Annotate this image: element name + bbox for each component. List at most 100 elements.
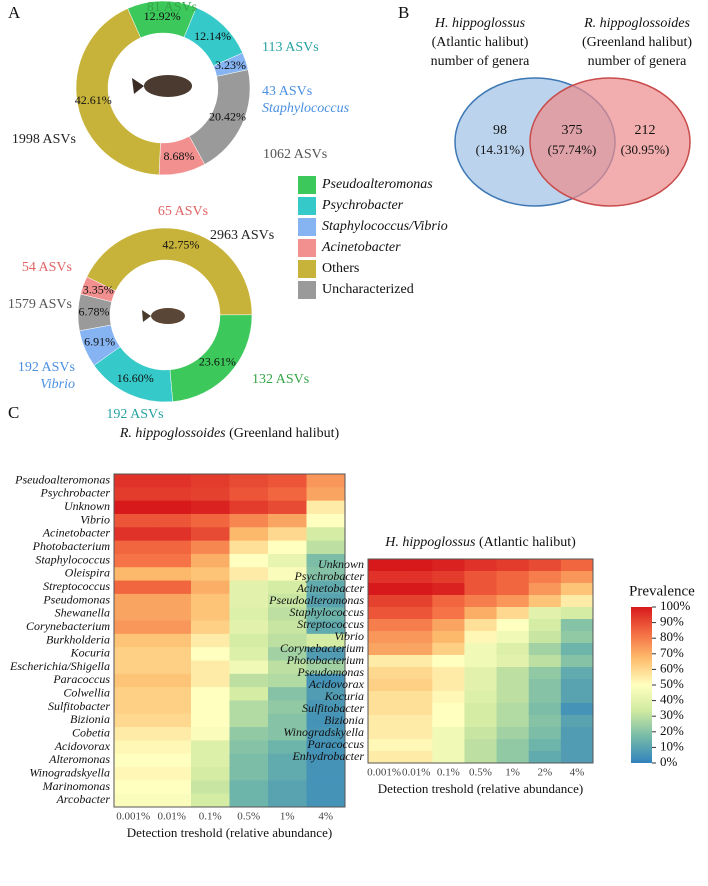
row-label: Unknown — [64, 499, 110, 513]
heatmap-cell — [114, 474, 153, 488]
heatmap-cell — [268, 540, 307, 555]
donut-segment — [75, 8, 161, 176]
heatmap-cell — [306, 580, 346, 595]
heatmap-cell — [528, 715, 562, 728]
heatmap-cell — [400, 583, 433, 596]
row-label: Pseudoalteromonas — [268, 593, 364, 607]
row-label: Acinetobacter — [296, 581, 365, 595]
heatmap-cell — [400, 715, 433, 728]
segment-label: 3.23% — [215, 58, 246, 72]
heatmap-cell — [560, 571, 594, 584]
row-label: Winogradskyella — [29, 765, 110, 779]
taxon-label: Vibrio — [40, 377, 75, 392]
heatmap-cell — [496, 655, 530, 668]
legend-label: Acinetobacter — [321, 240, 401, 255]
heatmap-cell — [464, 679, 498, 692]
heatmap-cell — [496, 607, 530, 620]
legend-label: Psychrobacter — [321, 198, 404, 213]
heatmap-cell — [496, 667, 530, 680]
colorbar-tick-label: 0% — [660, 754, 678, 769]
heatmap-cell — [560, 679, 594, 692]
heatmap-cell — [464, 631, 498, 644]
heatmap-cell — [152, 540, 192, 555]
heatmap-cell — [560, 727, 594, 740]
heatmap-cell — [306, 687, 346, 701]
heatmap-cell — [368, 667, 401, 680]
heatmap-cell — [432, 703, 465, 716]
venn-set-label: number of genera — [588, 54, 688, 69]
heatmap-cell — [496, 583, 530, 596]
heatmap-cell — [496, 715, 530, 728]
row-label: Staphylococcus — [35, 552, 110, 566]
legend-label: Staphylococcus/Vibrio — [322, 219, 448, 234]
asv-label: 54 ASVs — [22, 260, 72, 275]
heatmap-cell — [268, 513, 307, 528]
heatmap-cell — [268, 687, 307, 701]
heatmap-cell — [114, 527, 153, 542]
heatmap-cell — [268, 607, 307, 622]
x-tick-label: 2% — [537, 767, 552, 779]
heatmap-cell — [368, 607, 401, 620]
taxon-label: Staphylococcus — [262, 101, 350, 116]
heatmap-cell — [496, 643, 530, 656]
heatmap-cell — [152, 780, 192, 795]
heatmap-cell — [268, 780, 307, 795]
title-common: (Atlantic halibut) — [475, 535, 576, 550]
heatmap-cell — [400, 559, 433, 572]
heatmap-cell — [229, 647, 269, 661]
colorbar-tick-label: 60% — [660, 660, 684, 675]
asv-label: 1062 ASVs — [263, 147, 327, 162]
heatmap-cell — [229, 727, 269, 741]
row-label: Corynebacterium — [280, 641, 364, 655]
heatmap-cell — [528, 703, 562, 716]
colorbar-tick-label: 50% — [660, 676, 684, 691]
heatmap-cell — [528, 655, 562, 668]
heatmap-cell — [306, 500, 346, 515]
legend-swatch — [298, 197, 316, 215]
heatmap-cell — [306, 487, 346, 502]
heatmap-cell — [368, 739, 401, 752]
heatmap-cell — [560, 559, 594, 572]
heatmap-cell — [528, 595, 562, 608]
heatmap-cell — [229, 553, 269, 568]
heatmap-cell — [560, 691, 594, 704]
heatmap-cell — [528, 607, 562, 620]
row-label: Sulfitobacter — [302, 701, 364, 715]
heatmap-cell — [114, 673, 153, 688]
segment-label: 42.75% — [162, 238, 199, 252]
heatmap-cell — [229, 567, 269, 582]
heatmap-cell — [229, 474, 269, 488]
title-species: H. hippoglossus — [384, 535, 476, 550]
heatmap-cell — [268, 527, 307, 542]
heatmap-cell — [560, 643, 594, 656]
heatmap-cell — [368, 679, 401, 692]
heatmap-cell — [560, 715, 594, 728]
row-label: Winogradskyella — [283, 725, 364, 739]
heatmap-cell — [268, 793, 307, 808]
heatmap-cell — [306, 513, 346, 528]
heatmap-cell — [528, 619, 562, 632]
heatmap-cell — [114, 647, 153, 661]
heatmap-cell — [306, 633, 346, 648]
heatmap-cell — [268, 647, 307, 661]
venn-set-label: (Greenland halibut) — [582, 35, 692, 50]
heatmap-cell — [191, 713, 230, 728]
heatmap-cell — [191, 474, 230, 488]
row-label: Photobacterium — [32, 539, 111, 553]
fish-greenland — [142, 308, 185, 324]
heatmap-cell — [152, 553, 192, 568]
heatmap-cell — [496, 619, 530, 632]
heatmap-cell — [229, 673, 269, 688]
heatmap-cell — [432, 727, 465, 740]
venn-set-label: R. hippoglossoides — [583, 16, 690, 31]
asv-label: 81 ASVs — [147, 0, 197, 15]
heatmap-cell — [432, 679, 465, 692]
row-label: Alteromonas — [48, 752, 110, 766]
heatmap-cell — [191, 687, 230, 701]
x-axis-label: Detection treshold (relative abundance) — [127, 825, 332, 840]
heatmap-cell — [368, 571, 401, 584]
x-axis-label: Detection treshold (relative abundance) — [378, 781, 583, 796]
colorbar-tick-label: 80% — [660, 629, 684, 644]
heatmap-cell — [191, 633, 230, 648]
title-common: (Greenland halibut) — [226, 426, 340, 441]
